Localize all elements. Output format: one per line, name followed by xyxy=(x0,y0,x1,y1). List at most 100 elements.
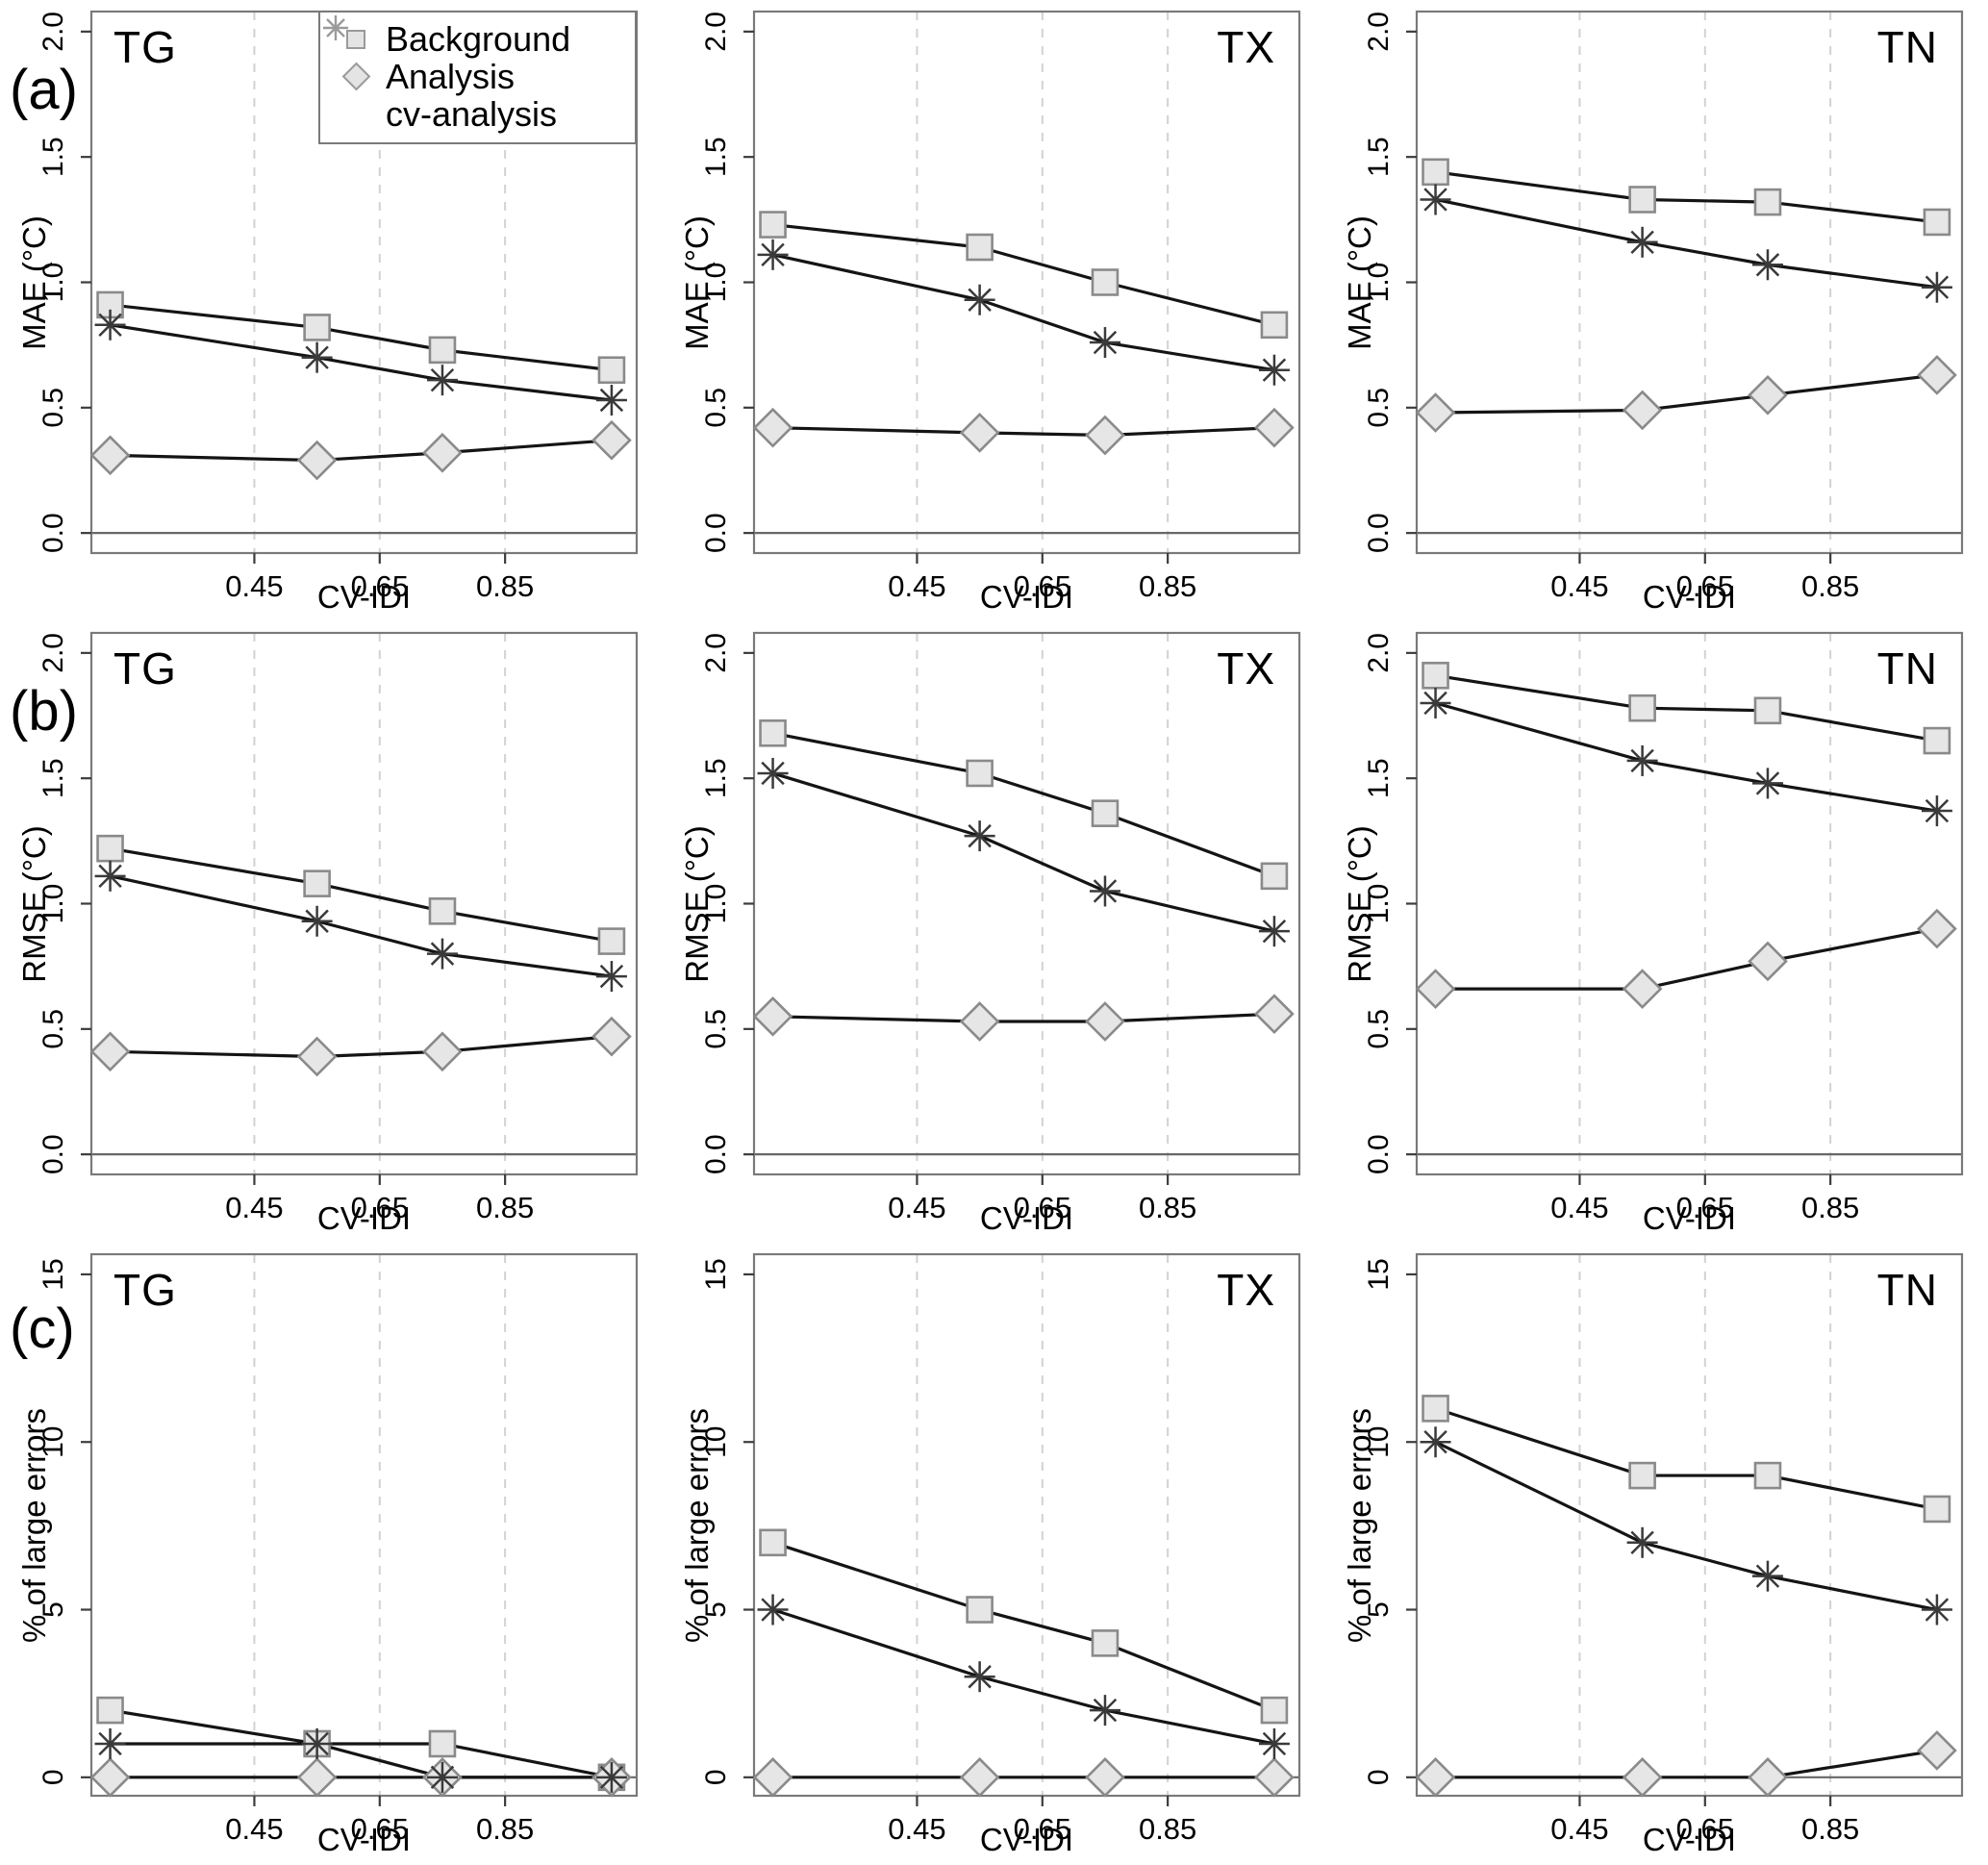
diamond-marker xyxy=(296,440,338,481)
square-marker xyxy=(1422,1395,1449,1423)
series-line-cv-analysis xyxy=(1435,701,1938,813)
y-tick-label: 1.5 xyxy=(700,758,732,798)
legend-label: cv-analysis xyxy=(386,93,558,134)
series-markers-cv-analysis xyxy=(757,239,1290,386)
panel-title: TN xyxy=(1876,22,1938,72)
y-axis-label: MAE (°C) xyxy=(16,215,52,350)
row-label-c: (c) xyxy=(10,1298,75,1360)
series-line-Background xyxy=(1435,170,1938,224)
asterisk-marker xyxy=(301,341,333,373)
x-tick-label: 0.65 xyxy=(1014,1812,1071,1846)
x-axis-label: CV-IDI xyxy=(316,579,412,615)
y-axis-label: RMSE (°C) xyxy=(679,825,715,983)
panel-b-tn: 0.45 0.65 0.85 0.0 0.5 1.0 1.5 2.0 TN RMSE (°C)… xyxy=(1325,621,1988,1243)
y-axis-ticks: 0.0 0.5 1.0 1.5 2.0 xyxy=(700,12,754,553)
square-marker xyxy=(1628,1461,1656,1490)
square-marker-icon xyxy=(343,29,386,49)
asterisk-marker xyxy=(1626,1526,1658,1558)
diamond-marker xyxy=(591,1016,632,1057)
series-markers-cv-analysis xyxy=(94,1727,627,1793)
x-axis-ticks: 0.45 0.65 0.85 xyxy=(225,553,534,603)
diamond-marker xyxy=(1415,969,1456,1009)
asterisk-marker xyxy=(964,820,995,852)
series-markers-Analysis xyxy=(1415,355,1957,433)
panel-c-tn: 0.45 0.65 0.85 0 5 10 15 TN % of large errors … xyxy=(1325,1243,1988,1865)
x-axis-ticks: 0.45 0.65 0.85 xyxy=(1550,1174,1859,1224)
asterisk-marker xyxy=(1089,1695,1120,1726)
asterisk-marker xyxy=(757,239,789,270)
x-tick-label: 0.65 xyxy=(1676,1812,1734,1846)
diamond-marker xyxy=(752,407,793,448)
asterisk-marker xyxy=(94,1727,126,1759)
chart-a-tn-svg: 0.45 0.65 0.85 0.0 0.5 1.0 1.5 2.0 xyxy=(1363,10,1964,603)
y-tick-label: 1.5 xyxy=(1363,758,1395,798)
legend-item-background: Background xyxy=(343,19,629,59)
diamond-marker xyxy=(1748,374,1788,416)
x-tick-label: 0.85 xyxy=(1139,1191,1196,1224)
x-tick-label: 0.45 xyxy=(1550,569,1608,603)
y-tick-label: 0.0 xyxy=(1363,1134,1395,1174)
series-markers-Background xyxy=(96,834,626,955)
diamond-marker xyxy=(1622,1756,1663,1798)
x-axis-ticks: 0.45 0.65 0.85 xyxy=(225,1174,534,1224)
diamond-marker xyxy=(1917,1730,1957,1771)
gridlines xyxy=(253,633,507,1174)
x-tick-label: 0.65 xyxy=(1014,1191,1071,1224)
series-markers-cv-analysis xyxy=(94,309,627,416)
asterisk-marker xyxy=(301,905,333,937)
y-tick-label: 0.0 xyxy=(38,1134,69,1174)
x-axis-label: CV-IDI xyxy=(1642,1200,1737,1236)
x-axis-label: CV-IDI xyxy=(979,1200,1074,1236)
square-marker xyxy=(428,897,457,925)
series-line-cv-analysis xyxy=(110,1742,612,1779)
series-line-cv-analysis xyxy=(772,1608,1275,1746)
y-axis-ticks: 0 5 10 15 xyxy=(1363,1258,1417,1785)
diamond-marker xyxy=(1085,1001,1125,1042)
legend-item-cv-analysis: cv-analysis xyxy=(323,15,629,134)
diamond-marker xyxy=(959,413,1000,453)
diamond-marker xyxy=(1415,1756,1456,1798)
series-markers xyxy=(752,1528,1295,1798)
panel-title: TN xyxy=(1876,643,1938,693)
diamond-marker xyxy=(959,1756,1000,1798)
series-markers xyxy=(752,211,1295,456)
x-tick-label: 0.85 xyxy=(1801,1191,1859,1224)
square-marker xyxy=(966,759,994,788)
series-markers-Background xyxy=(1422,662,1951,755)
x-tick-label: 0.85 xyxy=(1801,569,1859,603)
asterisk-marker xyxy=(1089,327,1120,359)
diamond-marker xyxy=(1748,1756,1788,1798)
series-markers-Background xyxy=(1422,158,1951,237)
diamond-marker xyxy=(422,1031,463,1072)
square-marker xyxy=(303,869,331,897)
diamond-marker xyxy=(296,1756,338,1798)
x-tick-label: 0.45 xyxy=(225,569,283,603)
y-tick-label: 1.5 xyxy=(38,758,69,798)
y-tick-label: 1.0 xyxy=(700,263,732,303)
square-marker xyxy=(1091,268,1120,296)
plot-box xyxy=(1415,10,1964,555)
panel-b-tg: 0.45 0.65 0.85 0.0 0.5 1.0 1.5 2.0 TG RMSE (°C)… xyxy=(0,621,663,1243)
series-line-cv-analysis xyxy=(110,874,613,978)
diamond-marker xyxy=(1085,415,1125,456)
series-markers-cv-analysis xyxy=(757,1594,1290,1759)
series-line-Analysis xyxy=(772,1012,1275,1023)
chart-c-tx-svg: 0.45 0.65 0.85 0 5 10 15 xyxy=(700,1252,1301,1846)
y-tick-label: 1.5 xyxy=(38,137,69,177)
square-marker xyxy=(597,927,626,955)
square-marker xyxy=(303,314,331,341)
plot-box xyxy=(89,1252,639,1798)
series-line-Analysis xyxy=(110,1035,613,1059)
diamond-marker xyxy=(1085,1756,1125,1798)
square-marker xyxy=(1753,1461,1782,1490)
y-axis-label: % of large errors xyxy=(16,1408,52,1643)
diamond-marker xyxy=(89,435,131,476)
asterisk-marker xyxy=(757,757,789,789)
y-tick-label: 15 xyxy=(700,1258,732,1290)
legend-label: Analysis xyxy=(386,56,516,96)
asterisk-marker xyxy=(1420,1426,1451,1458)
chart-a-tx-svg: 0.45 0.65 0.85 0.0 0.5 1.0 1.5 2.0 xyxy=(700,10,1301,603)
x-tick-label: 0.65 xyxy=(351,1812,409,1846)
series-line-Background xyxy=(1435,1406,1938,1511)
asterisk-marker xyxy=(1420,687,1451,718)
